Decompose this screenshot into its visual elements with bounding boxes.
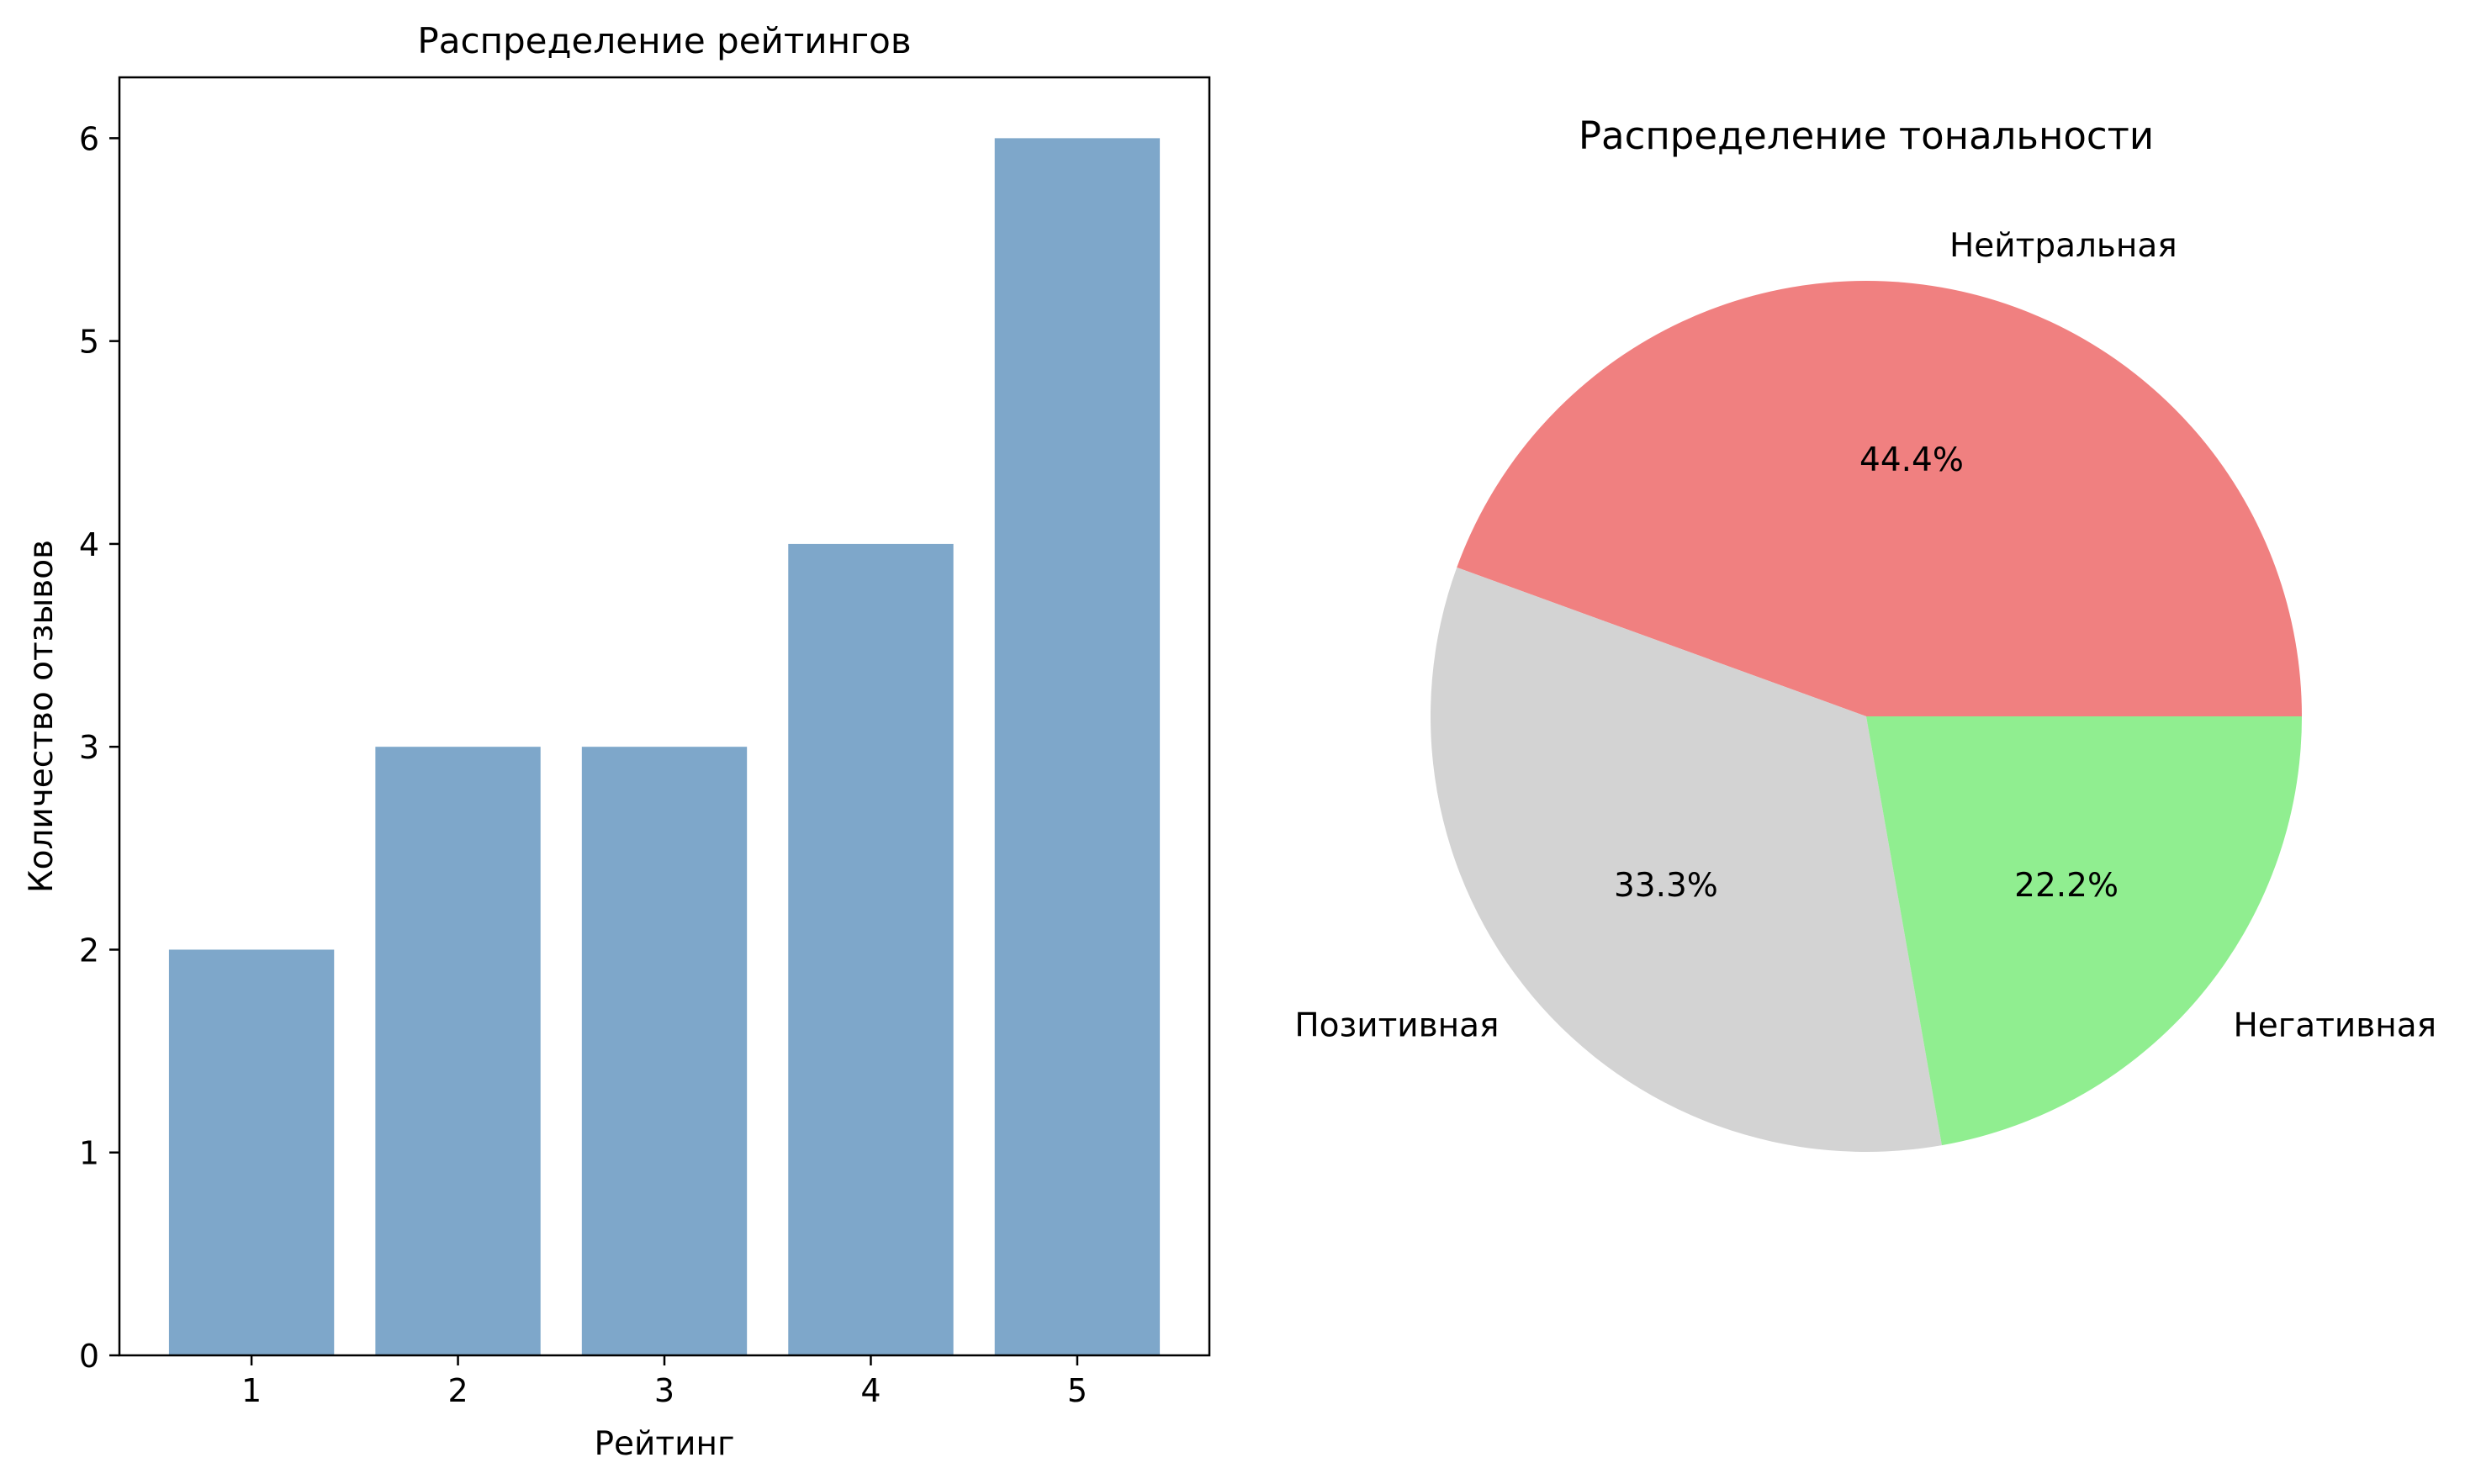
y-tick-label: 2 <box>79 932 99 969</box>
pie-category-label: Нейтральная <box>1949 227 2177 265</box>
x-tick-label: 1 <box>241 1372 262 1409</box>
bar-5 <box>994 138 1161 1355</box>
bar-1 <box>168 949 335 1355</box>
x-tick-label: 2 <box>447 1372 468 1409</box>
y-tick-label: 0 <box>79 1338 99 1375</box>
y-tick-label: 6 <box>79 120 99 157</box>
y-tick-label: 4 <box>79 526 99 563</box>
y-axis-label: Количество отзывов <box>23 540 61 893</box>
pie-percent-label: 22.2% <box>2014 867 2119 905</box>
x-tick-label: 5 <box>1067 1372 1087 1409</box>
bar-2 <box>375 747 541 1355</box>
plot-frame <box>118 76 1211 1357</box>
y-tick-label: 3 <box>79 729 99 766</box>
y-axis: 0 1 2 3 4 5 6 <box>79 120 119 1375</box>
pie-marks: 44.4% Нейтральная 33.3% Позитивная 22.2% Нега… <box>1294 227 2436 1152</box>
pie-slice <box>1866 716 2302 1146</box>
bar-chart-title: Распределение рейтингов <box>417 20 911 61</box>
pie-chart: Распределение тональности 44.4% Нейтральн… <box>1294 114 2436 1152</box>
y-tick-label: 5 <box>79 324 99 361</box>
y-tick-label: 1 <box>79 1135 99 1172</box>
x-axis: 1 2 3 4 5 <box>241 1355 1087 1409</box>
pie-slice <box>1457 280 2302 716</box>
bar-chart: Распределение рейтингов 0 1 2 3 4 5 6 1 2 3 4 5 Ре… <box>23 20 1211 1463</box>
x-tick-label: 4 <box>860 1372 881 1409</box>
x-axis-label: Рейтинг <box>595 1425 735 1463</box>
x-tick-label: 3 <box>654 1372 674 1409</box>
bar-3 <box>581 747 748 1355</box>
bar-4 <box>788 543 954 1355</box>
pie-category-label: Негативная <box>2233 1006 2436 1044</box>
pie-chart-title: Распределение тональности <box>1579 114 2154 158</box>
pie-slice <box>1431 567 1942 1152</box>
pie-percent-label: 33.3% <box>1614 867 1718 905</box>
pie-category-label: Позитивная <box>1294 1006 1499 1044</box>
pie-percent-label: 44.4% <box>1859 441 1964 479</box>
bar-marks <box>168 138 1161 1355</box>
